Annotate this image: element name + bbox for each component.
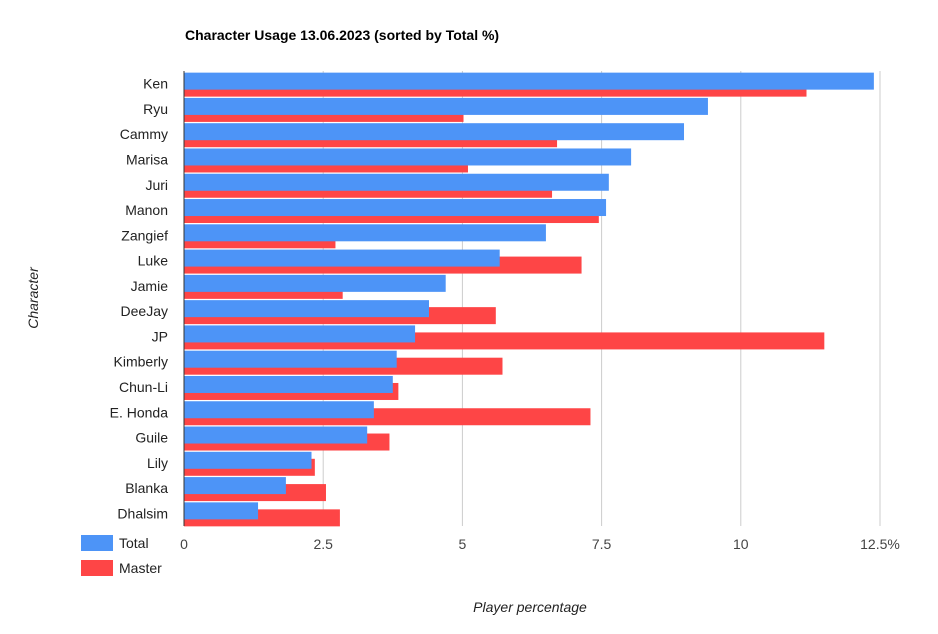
x-tick-label: 12.5%	[860, 536, 900, 552]
bar-total	[184, 477, 286, 495]
x-tick-label: 2.5	[313, 536, 333, 552]
bar-total	[184, 325, 416, 343]
x-axis-title: Player percentage	[473, 599, 587, 615]
bar-total	[184, 72, 874, 90]
category-label: Ken	[143, 76, 168, 92]
x-tick-label: 0	[180, 536, 188, 552]
category-label: Ryu	[143, 101, 168, 117]
category-label: Chun-Li	[119, 379, 168, 395]
category-label: Lily	[147, 455, 168, 471]
category-label: Marisa	[126, 151, 168, 167]
bar-total	[184, 375, 393, 393]
x-tick-label: 7.5	[592, 536, 612, 552]
category-label: E. Honda	[110, 404, 169, 420]
legend: Total Master	[81, 535, 162, 576]
category-label: Manon	[125, 202, 168, 218]
category-label: DeeJay	[121, 303, 168, 319]
bar-total	[184, 249, 500, 267]
bar-total	[184, 401, 374, 419]
labels: 0 2.5 5 7.5 10 12.5% Ken Ryu Cammy Marisa Juri Mano…	[25, 76, 900, 615]
bar-total	[184, 148, 632, 166]
bar-total	[184, 300, 429, 318]
legend-label: Master	[119, 560, 162, 576]
bar-total	[184, 97, 708, 115]
category-label: JP	[152, 328, 168, 344]
legend-label: Total	[119, 535, 149, 551]
bar-total	[184, 426, 368, 444]
category-label: Blanka	[125, 480, 168, 496]
category-label: Juri	[145, 177, 168, 193]
bar-total	[184, 173, 609, 191]
x-tick-label: 5	[459, 536, 467, 552]
chart-title: Character Usage 13.06.2023 (sorted by To…	[185, 27, 500, 43]
category-label: Zangief	[121, 227, 168, 243]
category-label: Kimberly	[114, 354, 168, 370]
bars	[184, 72, 874, 527]
y-axis-title: Character	[25, 266, 41, 329]
x-tick-label: 10	[733, 536, 749, 552]
bar-total	[184, 451, 312, 469]
category-label: Guile	[135, 430, 168, 446]
legend-swatch	[81, 535, 113, 551]
bar-total	[184, 199, 607, 217]
category-label: Dhalsim	[117, 505, 168, 521]
bar-total	[184, 350, 397, 368]
bar-total	[184, 502, 259, 520]
category-label: Jamie	[131, 278, 169, 294]
category-label: Luke	[138, 253, 169, 269]
bar-total	[184, 123, 685, 141]
bar-total	[184, 224, 546, 242]
legend-swatch	[81, 560, 113, 576]
category-label: Cammy	[120, 126, 168, 142]
bar-total	[184, 274, 446, 292]
